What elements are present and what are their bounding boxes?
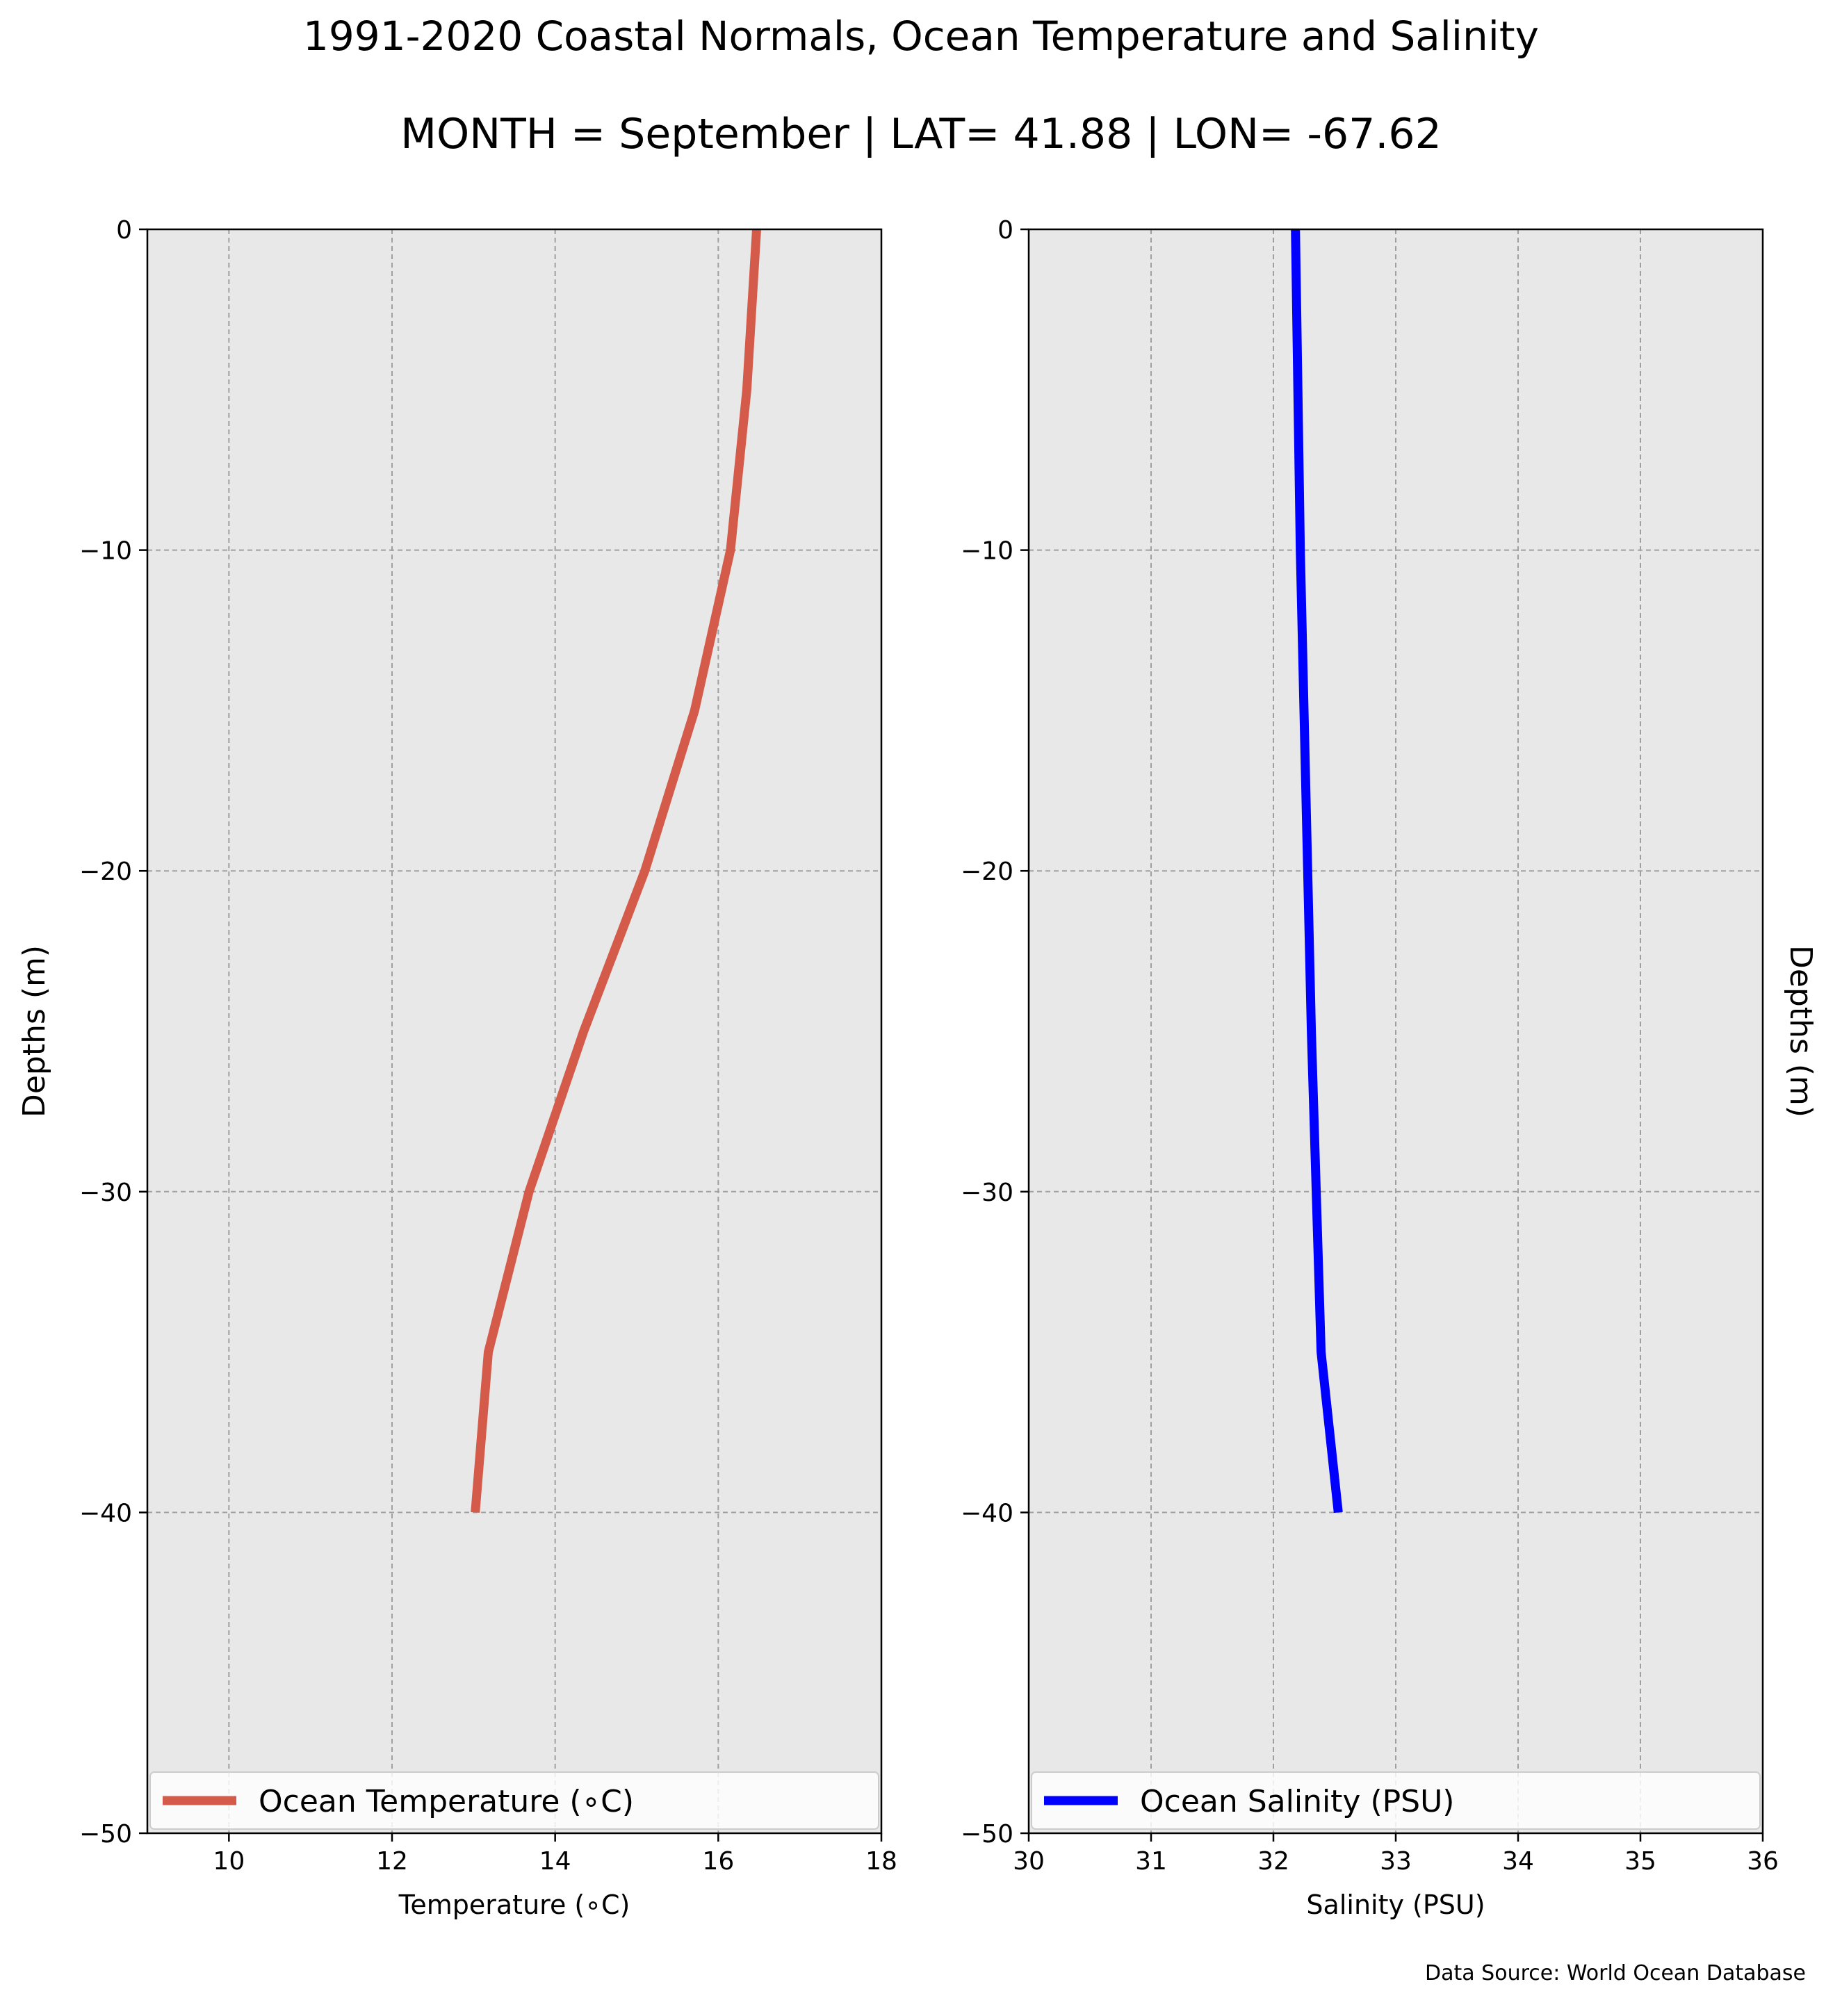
plot-background bbox=[147, 229, 881, 1833]
panel-1: Ocean Temperature (∘C) 10 12 14 16 18 0 −10 −20 −… bbox=[17, 216, 897, 1920]
y-tick-label: −50 bbox=[79, 1820, 132, 1849]
x-tick-label: 16 bbox=[702, 1847, 734, 1876]
x-tick-label: 36 bbox=[1747, 1847, 1779, 1876]
legend-label: Ocean Temperature (∘C) bbox=[259, 1784, 634, 1819]
chart-title: 1991-2020 Coastal Normals, Ocean Tempera… bbox=[303, 13, 1539, 60]
y-tick-label: −20 bbox=[79, 858, 132, 886]
x-axis-label: Salinity (PSU) bbox=[1306, 1890, 1485, 1920]
legend-box bbox=[149, 1771, 879, 1830]
x-tick-label: 31 bbox=[1135, 1847, 1167, 1876]
y-tick-label: −50 bbox=[961, 1820, 1013, 1849]
x-tick-label: 33 bbox=[1380, 1847, 1412, 1876]
y-axis-label: Depths (m) bbox=[17, 945, 52, 1117]
x-tick-label: 35 bbox=[1624, 1847, 1656, 1876]
chart-subtitle: MONTH = September | LAT= 41.88 | LON= -6… bbox=[400, 110, 1442, 158]
data-source-note: Data Source: World Ocean Database bbox=[1425, 1961, 1806, 1985]
y-tick-label: −40 bbox=[79, 1499, 132, 1527]
y-axis-label: Depths (m) bbox=[1783, 945, 1818, 1117]
y-tick-label: −10 bbox=[79, 537, 132, 566]
panel-2: Ocean Salinity (PSU) 30 31 32 33 34 35 36 0 −10 −2… bbox=[961, 216, 1818, 1920]
x-tick-label: 18 bbox=[865, 1847, 897, 1876]
legend-box bbox=[1031, 1771, 1761, 1830]
y-tick-label: −30 bbox=[961, 1179, 1013, 1207]
y-tick-label: −10 bbox=[961, 537, 1013, 566]
legend-label: Ocean Salinity (PSU) bbox=[1140, 1784, 1454, 1819]
y-tick-label: −20 bbox=[961, 858, 1013, 886]
y-tick-label: −30 bbox=[79, 1179, 132, 1207]
y-tick-label: 0 bbox=[116, 216, 132, 245]
x-tick-label: 30 bbox=[1013, 1847, 1045, 1876]
x-axis-label: Temperature (∘C) bbox=[398, 1890, 630, 1920]
axes-frame bbox=[146, 228, 883, 1835]
x-tick-label: 32 bbox=[1257, 1847, 1289, 1876]
y-tick-label: −40 bbox=[961, 1499, 1013, 1527]
series-line bbox=[471, 229, 761, 1513]
x-tick-label: 34 bbox=[1502, 1847, 1534, 1876]
x-tick-label: 12 bbox=[376, 1847, 408, 1876]
series-line bbox=[1291, 229, 1343, 1514]
y-tick-label: 0 bbox=[997, 216, 1013, 245]
x-tick-label: 14 bbox=[539, 1847, 571, 1876]
x-tick-label: 10 bbox=[213, 1847, 245, 1876]
